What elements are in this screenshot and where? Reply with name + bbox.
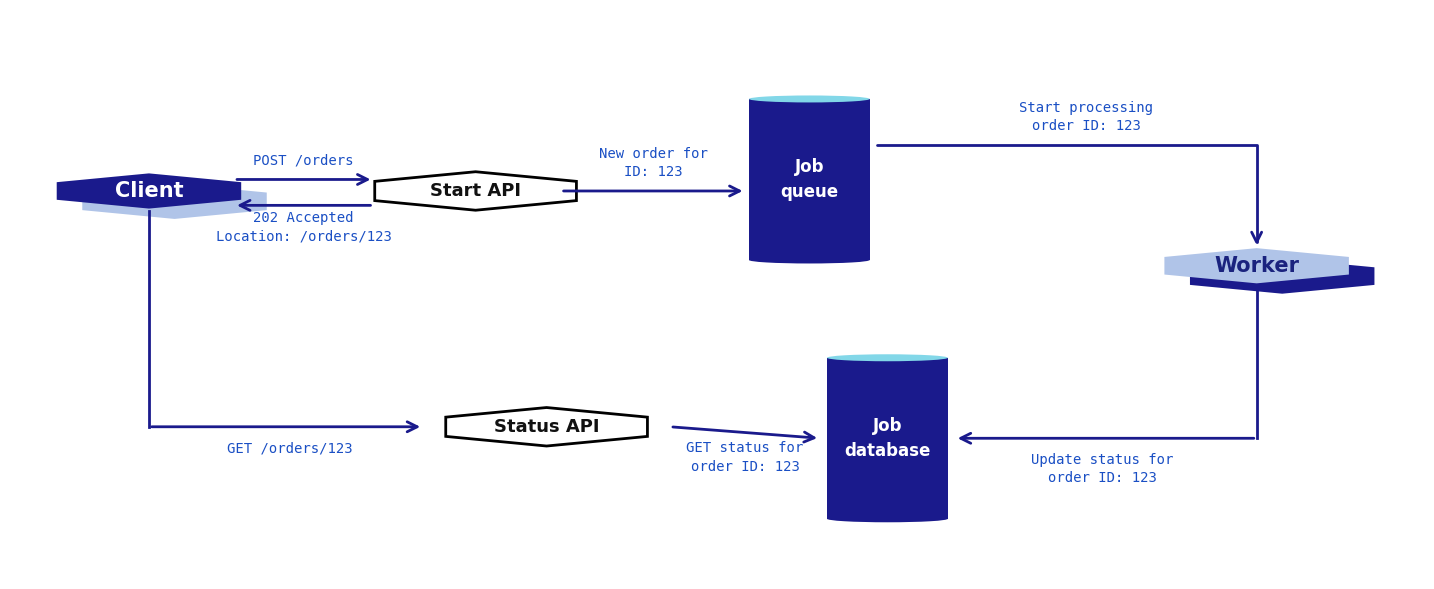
Text: GET /orders/123: GET /orders/123: [227, 441, 353, 455]
Polygon shape: [82, 184, 267, 219]
Ellipse shape: [827, 515, 948, 522]
Text: Job
database: Job database: [845, 417, 931, 460]
Ellipse shape: [827, 354, 948, 361]
Polygon shape: [446, 408, 647, 446]
Text: Update status for
order ID: 123: Update status for order ID: 123: [1031, 453, 1173, 485]
Text: Worker: Worker: [1215, 256, 1299, 276]
Text: GET status for
order ID: 123: GET status for order ID: 123: [687, 441, 803, 474]
Text: New order for
ID: 123: New order for ID: 123: [598, 147, 707, 180]
Text: POST /orders: POST /orders: [254, 154, 354, 168]
Polygon shape: [57, 173, 241, 209]
Text: Start API: Start API: [430, 182, 521, 200]
Text: Client: Client: [115, 181, 184, 201]
Ellipse shape: [749, 95, 869, 102]
FancyArrowPatch shape: [876, 145, 1262, 242]
Polygon shape: [1164, 248, 1349, 283]
Bar: [827, 358, 948, 519]
Bar: [749, 99, 869, 260]
Text: Status API: Status API: [493, 418, 599, 436]
Ellipse shape: [749, 256, 869, 263]
Text: Job
queue: Job queue: [780, 158, 839, 201]
Polygon shape: [374, 172, 576, 210]
Text: Start processing
order ID: 123: Start processing order ID: 123: [1020, 101, 1153, 134]
Polygon shape: [1190, 259, 1374, 294]
Text: 202 Accepted
Location: /orders/123: 202 Accepted Location: /orders/123: [215, 211, 391, 243]
